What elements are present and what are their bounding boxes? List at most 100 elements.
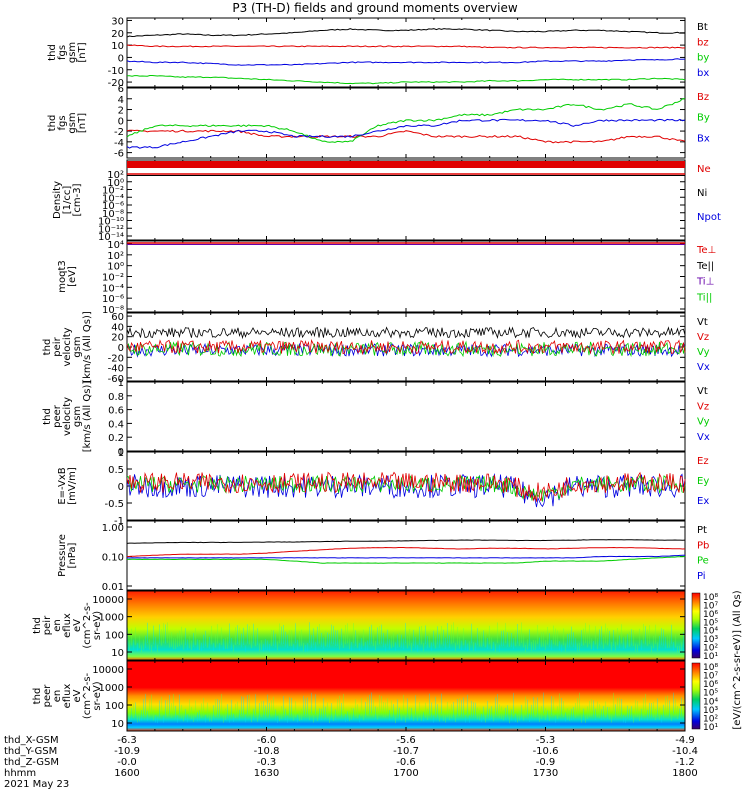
y-tick-label: 10⁻² — [102, 273, 124, 284]
colorbar-tick-label: 10² — [703, 714, 718, 724]
colorbar-tick-label: 10³ — [703, 706, 718, 716]
y-tick-label: -1 — [114, 516, 124, 527]
y-tick-label: 10 — [111, 648, 124, 659]
y-tick-label: 0.5 — [108, 465, 124, 476]
x-axis-row-label: thd_X-GSM — [4, 735, 59, 746]
x-tick-label: 1600 — [114, 768, 140, 779]
y-axis-label: moqt3 — [57, 260, 68, 293]
x-tick-label: -10.8 — [253, 746, 280, 757]
y-tick-label: 10⁻⁴ — [102, 193, 124, 204]
y-axis-label: [1/cc] — [62, 186, 73, 215]
colorbar-tick-label: 10⁷ — [703, 672, 718, 682]
y-tick-label: 40 — [111, 322, 124, 333]
x-tick-label: -4.9 — [675, 735, 695, 746]
y-axis-label: [cm-3] — [72, 183, 83, 216]
y-axis-label: gsm — [72, 406, 83, 427]
colorbar-tick-label: 10⁶ — [703, 610, 718, 620]
series-line — [126, 129, 686, 144]
y-axis-label: [nT] — [77, 113, 88, 133]
y-tick-label: 0.4 — [108, 419, 124, 430]
y-axis-label: thd — [42, 408, 53, 425]
y-axis-label: sr-eV) — [92, 681, 103, 710]
y-axis-label: [mV/m] — [67, 467, 78, 505]
legend-entry: Ey — [697, 476, 709, 487]
y-axis-label: en — [52, 690, 63, 703]
y-tick-label: 10⁴ — [107, 240, 124, 251]
y-axis-label: Density — [52, 181, 63, 219]
y-tick-label: 10⁰ — [107, 178, 124, 189]
y-tick-label: 10⁻⁶ — [102, 201, 124, 212]
series-line — [126, 339, 686, 356]
x-tick-label: -0.3 — [256, 757, 277, 768]
series-line — [126, 539, 686, 544]
y-tick-label: 1 — [118, 448, 124, 459]
y-axis-label: [km/s (All Qs)] — [82, 381, 93, 453]
y-axis-label: thd — [42, 339, 53, 356]
y-tick-label: 2 — [118, 106, 124, 117]
legend-entry: Ez — [697, 456, 709, 467]
y-axis-label: gsm — [67, 112, 78, 133]
colorbar — [691, 592, 701, 659]
x-axis-row-label: hhmm — [4, 768, 37, 779]
x-tick-label: 1700 — [393, 768, 419, 779]
y-axis-label: [nT] — [77, 42, 88, 62]
panel-frame — [126, 87, 686, 159]
legend-entry: Npot — [697, 212, 721, 223]
y-tick-label: 10⁻¹⁰ — [98, 217, 124, 228]
y-tick-label: 0 — [118, 116, 124, 127]
y-axis-label: thd — [47, 44, 58, 61]
y-tick-label: 0.01 — [102, 582, 124, 593]
x-tick-label: -0.9 — [535, 757, 556, 768]
y-axis-label: fgs — [57, 115, 68, 130]
y-tick-label: 10⁻¹² — [98, 224, 124, 235]
panel-frame — [126, 159, 686, 241]
y-tick-label: 0 — [118, 482, 124, 493]
y-tick-label: 10⁻⁴ — [102, 283, 124, 294]
y-tick-label: 1 — [118, 378, 124, 389]
panel-frame — [126, 17, 686, 88]
y-tick-label: 0.6 — [108, 406, 124, 417]
x-tick-label: 1800 — [672, 768, 698, 779]
y-tick-label: -2 — [114, 127, 124, 138]
colorbar-tick-label: 10⁸ — [703, 593, 718, 603]
x-tick-label: -0.0 — [117, 757, 137, 768]
y-axis-label: peer — [52, 404, 63, 428]
legend-entry: by — [697, 53, 709, 64]
y-axis-label: eflux — [62, 613, 73, 638]
x-axis-labels: thd_X-GSM -6.3 -6.0 -5.6 -5.3 -4.9 thd_Y-GSM -1… — [0, 736, 750, 800]
x-tick-label: -0.6 — [396, 757, 416, 768]
y-tick-label: 10⁻⁶ — [102, 294, 124, 305]
y-tick-label: 10⁰ — [107, 262, 124, 273]
x-tick-label: 1730 — [532, 768, 559, 779]
x-tick-label: -5.6 — [396, 735, 416, 746]
legend-entry: Ti|| — [696, 292, 712, 303]
y-axis-label: peir — [52, 336, 63, 356]
colorbar-tick-label: 10³ — [703, 635, 718, 645]
x-axis-row-label: thd_Z-GSM — [4, 757, 59, 768]
density-band — [127, 161, 685, 168]
y-axis-label: Pressure — [57, 534, 68, 577]
series-line — [126, 98, 686, 143]
y-tick-label: 10 — [111, 719, 124, 730]
y-axis-label: E=-VxB — [57, 467, 68, 504]
series-line — [127, 556, 686, 564]
legend-entry: Vy — [697, 347, 710, 358]
y-axis-label: fgs — [57, 45, 68, 60]
y-tick-label: 30 — [111, 16, 124, 27]
y-axis-label: thd — [32, 688, 43, 705]
y-axis-label: eflux — [62, 684, 73, 709]
y-axis-label: [nPa] — [67, 542, 78, 568]
y-tick-label: 1000 — [99, 683, 124, 694]
y-tick-label: 0.10 — [102, 553, 124, 564]
legend-entry: Vz — [697, 401, 709, 412]
y-tick-label: 60 — [111, 312, 124, 323]
y-tick-label: 0 — [118, 447, 124, 458]
y-tick-label: 10⁻⁸ — [102, 209, 124, 220]
y-tick-label: 20 — [111, 29, 124, 40]
legend-entry: Ex — [697, 496, 709, 507]
legend-entry: By — [697, 113, 710, 124]
y-axis-label: eV — [72, 689, 83, 702]
colorbar-tick-label: 10⁷ — [703, 601, 718, 611]
spectrogram — [127, 591, 685, 660]
y-tick-label: -60 — [108, 374, 124, 385]
